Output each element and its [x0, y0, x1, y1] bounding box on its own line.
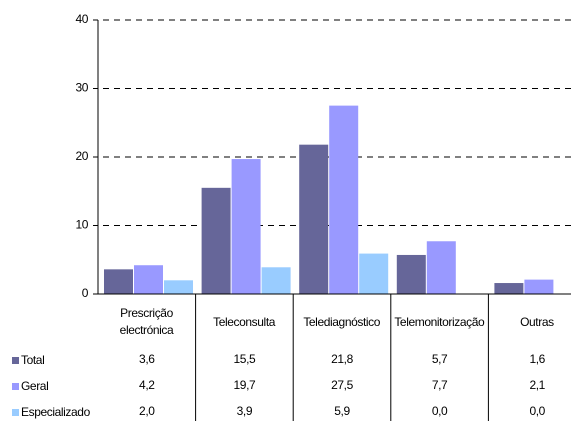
bar	[359, 253, 389, 294]
x-tick-label: Telemonitorização	[394, 314, 485, 329]
table-value: 7,7	[432, 378, 448, 392]
bar	[329, 105, 359, 294]
table-value: 3,6	[139, 352, 155, 366]
table-value: 21,8	[331, 352, 353, 366]
legend-swatch	[12, 409, 19, 416]
legend-swatch	[12, 383, 19, 390]
bar	[494, 283, 524, 294]
table-value: 5,9	[334, 404, 350, 418]
table-value: 3,9	[237, 404, 253, 418]
table-value: 0,0	[529, 404, 545, 418]
bar	[396, 254, 426, 294]
legend-swatch	[12, 357, 19, 364]
bar	[134, 265, 163, 294]
bar	[201, 187, 231, 294]
table-value: 1,6	[529, 352, 545, 366]
table-value: 19,7	[234, 378, 256, 392]
x-tick-label: Prescrição electrónica	[119, 306, 174, 337]
legend-label: Geral	[21, 379, 48, 393]
bar	[261, 267, 291, 294]
y-tick-label: 20	[75, 149, 88, 163]
legend-label: Especializado	[21, 405, 91, 419]
legend-label: Total	[21, 353, 44, 367]
bar	[524, 279, 554, 294]
table-value: 4,2	[139, 378, 155, 392]
table-value: 15,5	[234, 352, 256, 366]
y-tick-label: 40	[75, 12, 88, 26]
table-value: 0,0	[432, 404, 448, 418]
bar	[104, 269, 133, 294]
bar	[164, 280, 193, 294]
y-tick-label: 10	[75, 218, 88, 232]
x-tick-label: Outras	[520, 314, 554, 329]
table-value: 27,5	[331, 378, 353, 392]
x-tick-label: Teleconsulta	[213, 314, 276, 329]
x-tick-label: Telediagnóstico	[303, 314, 381, 329]
table-value: 2,0	[139, 404, 155, 418]
table-value: 2,1	[529, 378, 545, 392]
y-tick-label: 0	[82, 286, 89, 300]
bar	[231, 159, 261, 294]
y-tick-label: 30	[75, 81, 88, 95]
bar	[299, 144, 329, 294]
bar	[426, 241, 456, 294]
table-value: 5,7	[432, 352, 448, 366]
